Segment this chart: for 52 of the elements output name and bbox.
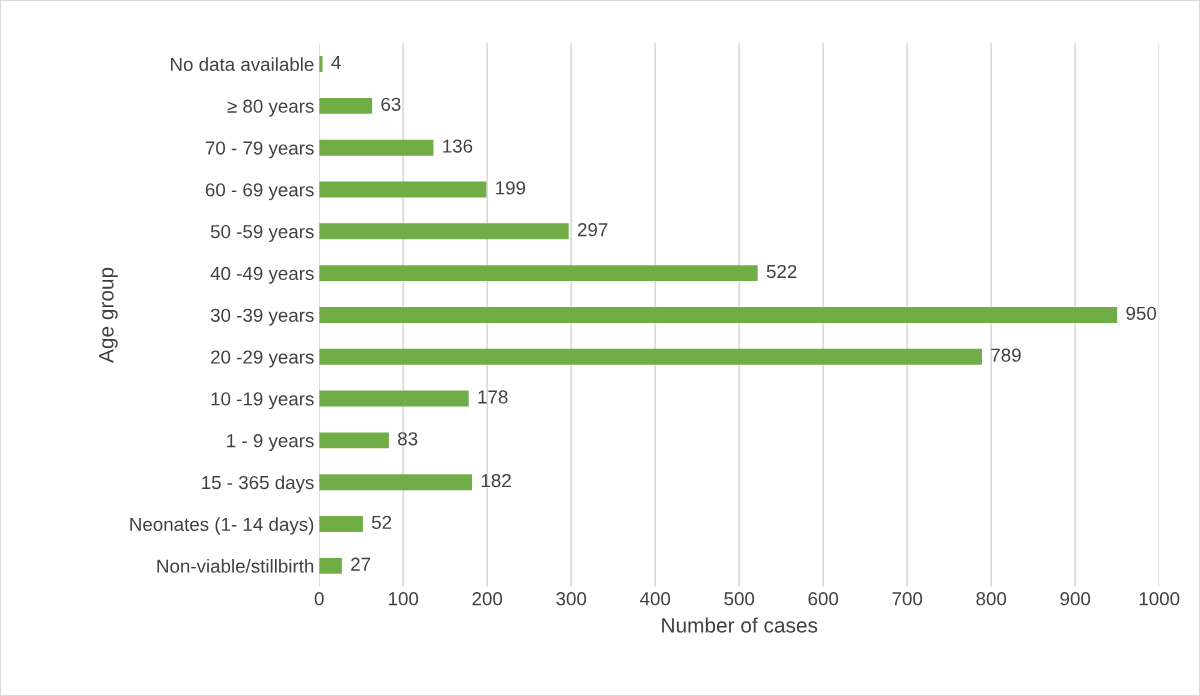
data-label: 27 — [351, 557, 371, 571]
x-tick-label: 1000 — [1139, 592, 1180, 606]
x-tick-label: 400 — [639, 592, 671, 606]
y-tick-label: ≥ 80 years — [227, 99, 314, 117]
data-label: 178 — [478, 390, 508, 404]
y-tick-label: 70 - 79 years — [205, 141, 314, 159]
x-tick-label: 300 — [556, 592, 587, 606]
x-tick-label: 200 — [472, 592, 503, 606]
data-label: 789 — [991, 348, 1021, 362]
y-tick-label: 20 -29 years — [211, 350, 314, 368]
y-tick-label: 50 -59 years — [210, 225, 314, 242]
x-tick-label: 100 — [388, 592, 419, 606]
bar — [319, 348, 982, 365]
x-tick-label: 800 — [976, 592, 1007, 606]
bar — [319, 474, 473, 491]
x-axis-title: Number of cases — [662, 617, 818, 633]
data-label: 199 — [496, 181, 526, 195]
data-label: 182 — [481, 473, 511, 488]
y-axis-title: Age group — [99, 267, 118, 363]
y-tick-label: Neonates (1- 14 days) — [130, 517, 314, 535]
y-tick-label: 60 - 69 years — [205, 183, 314, 201]
y-tick-label: 1 - 9 years — [227, 434, 314, 452]
bar — [319, 139, 434, 156]
x-tick-label: 600 — [808, 592, 839, 606]
y-tick-label: 40 -49 years — [210, 266, 314, 284]
bar — [319, 223, 569, 240]
bar — [319, 56, 323, 72]
y-tick-label: 15 - 365 days — [202, 475, 314, 493]
y-tick-label: 30 -39 years — [210, 308, 314, 326]
y-tick-label: 10 -19 years — [211, 392, 314, 410]
data-label: 297 — [577, 223, 608, 237]
data-label: 63 — [381, 97, 401, 111]
data-label: 522 — [766, 264, 797, 279]
data-label: 4 — [331, 56, 341, 69]
x-tick-label: 900 — [1060, 592, 1091, 606]
data-label: 52 — [371, 515, 392, 530]
data-label: 83 — [398, 432, 418, 446]
bar — [319, 265, 758, 282]
bar — [319, 432, 389, 449]
bar — [319, 181, 487, 198]
bar — [319, 97, 373, 114]
bar — [319, 557, 342, 574]
bar — [319, 307, 1118, 323]
y-tick-label: No data available — [171, 57, 314, 72]
x-tick-label: 500 — [724, 592, 755, 606]
y-tick-label: Non-viable/stillbirth — [157, 559, 314, 573]
data-label: 136 — [443, 139, 473, 153]
bar — [319, 390, 469, 407]
data-label: 950 — [1126, 306, 1157, 320]
x-tick-label: 0 — [314, 592, 324, 606]
x-tick-label: 700 — [892, 592, 923, 606]
bar — [319, 516, 363, 532]
